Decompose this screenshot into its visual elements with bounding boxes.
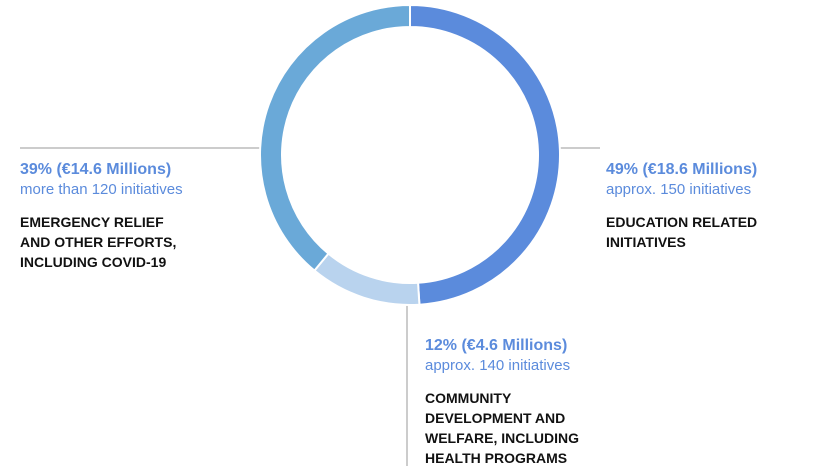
category-label: COMMUNITY DEVELOPMENT AND WELFARE, INCLU… bbox=[425, 390, 579, 466]
annotation: approx. 150 initiatives bbox=[606, 181, 752, 198]
annotation: more than 120 initiatives bbox=[20, 181, 183, 198]
donut-slice bbox=[409, 3, 561, 306]
slice-label: 39% (€14.6 Millions) more than 120 initia… bbox=[20, 160, 190, 272]
slice-label: 12% (€4.6 Millions) approx. 140 initiativ… bbox=[425, 336, 595, 468]
value-label: 49% (€18.6 Millions) bbox=[606, 161, 758, 178]
category-label: EDUCATION RELATED INITIATIVES bbox=[606, 214, 758, 250]
annotation: approx. 140 initiatives bbox=[425, 357, 571, 374]
donut-slice bbox=[312, 252, 421, 306]
category-label: EMERGENCY RELIEF AND OTHER EFFORTS, INCL… bbox=[20, 214, 177, 270]
donut-slice bbox=[259, 3, 411, 272]
value-label: 39% (€14.6 Millions) bbox=[20, 161, 172, 178]
slice-label: 49% (€18.6 Millions) approx. 150 initiati… bbox=[606, 160, 806, 252]
value-label: 12% (€4.6 Millions) bbox=[425, 337, 568, 354]
